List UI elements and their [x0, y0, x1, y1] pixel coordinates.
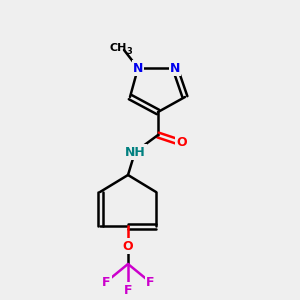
Text: 3: 3 [126, 46, 132, 56]
Text: O: O [177, 136, 187, 149]
Text: F: F [124, 284, 132, 296]
Text: F: F [146, 275, 154, 289]
Text: N: N [133, 61, 143, 74]
Text: N: N [170, 61, 180, 74]
Text: CH: CH [109, 43, 127, 53]
Text: O: O [123, 239, 133, 253]
Text: F: F [102, 275, 110, 289]
Text: NH: NH [124, 146, 146, 158]
